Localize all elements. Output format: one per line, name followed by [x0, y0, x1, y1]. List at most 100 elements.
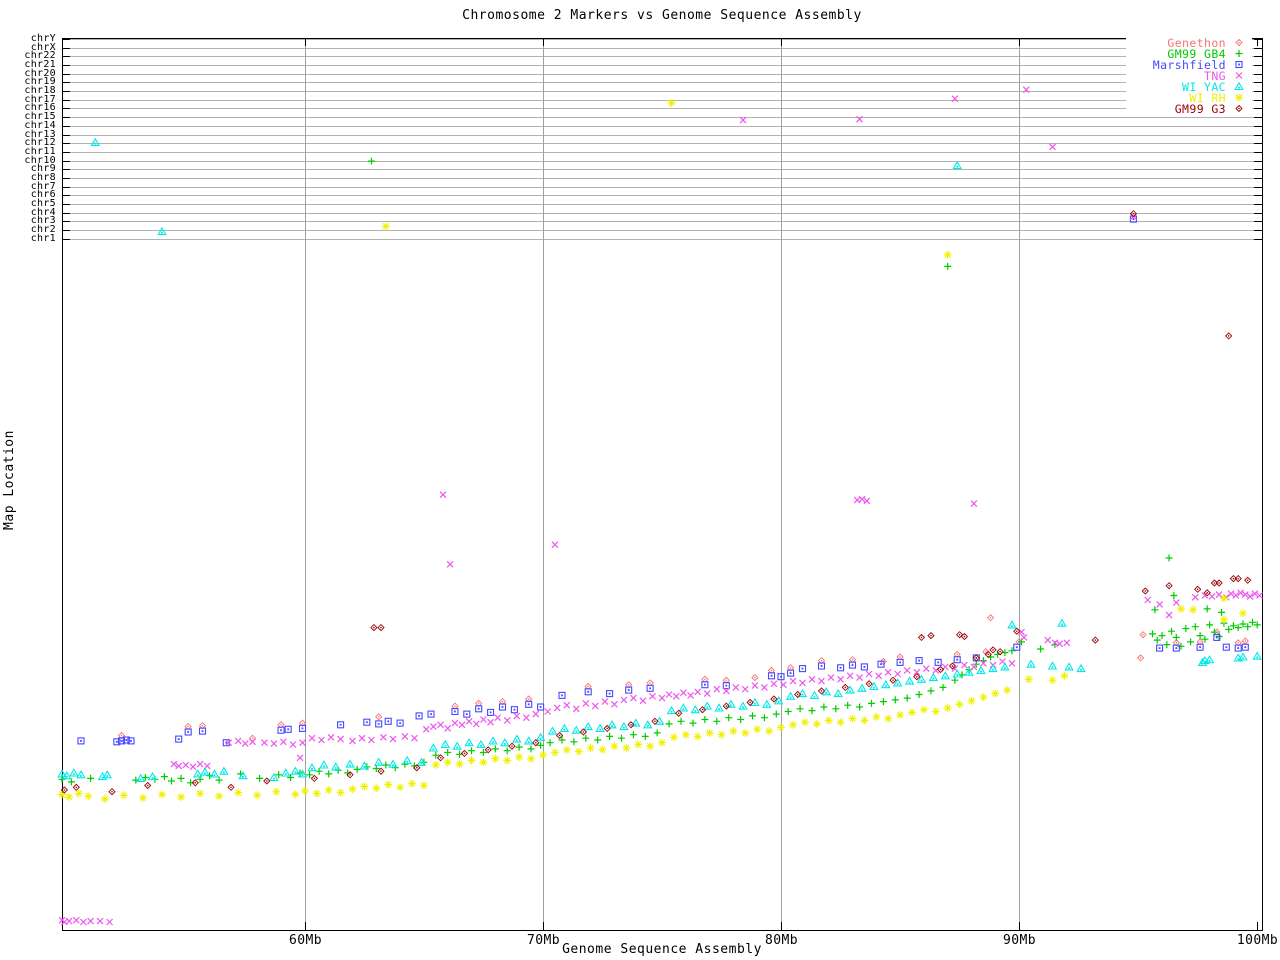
- data-point: [296, 754, 304, 762]
- data-point: [728, 726, 738, 736]
- data-point: [574, 747, 584, 757]
- data-point: [219, 767, 229, 775]
- data-point: [667, 706, 676, 715]
- data-point: [460, 749, 468, 757]
- data-point: [1026, 660, 1036, 668]
- data-point: [724, 713, 733, 722]
- data-point: [1000, 662, 1010, 671]
- data-point: [466, 755, 477, 766]
- data-point: [464, 738, 474, 747]
- data-point: [300, 786, 310, 796]
- data-point: [233, 788, 243, 798]
- y-tick-label-chr3: chr3: [30, 215, 56, 226]
- data-point: [760, 713, 769, 722]
- data-point: [319, 760, 329, 769]
- data-point: [1036, 644, 1045, 654]
- y-tick-label-chr10: chr10: [24, 155, 56, 166]
- data-point: [586, 743, 596, 753]
- data-point: [664, 719, 674, 729]
- data-point: [478, 757, 488, 767]
- legend-label: GM99 G3: [1174, 101, 1226, 116]
- data-point: [643, 720, 653, 729]
- data-point: [476, 740, 486, 749]
- data-point: [1181, 624, 1190, 633]
- data-point: [883, 714, 893, 724]
- data-point: [1225, 332, 1233, 340]
- data-point: [324, 769, 333, 779]
- data-point: [609, 741, 619, 751]
- data-point: [620, 696, 628, 704]
- data-point: [808, 675, 816, 683]
- data-point: [694, 688, 702, 696]
- series-tng: [58, 86, 1264, 926]
- data-point: [1227, 590, 1235, 598]
- data-point: [807, 706, 817, 715]
- data-point: [1139, 631, 1147, 639]
- data-point: [860, 663, 868, 671]
- data-point: [263, 777, 271, 785]
- data-point: [1048, 661, 1057, 670]
- data-point: [487, 708, 495, 716]
- data-point: [881, 680, 891, 689]
- data-point: [690, 705, 700, 714]
- data-point: [1195, 631, 1205, 640]
- data-point: [1144, 596, 1152, 604]
- legend-entry-tng: TNG: [1126, 69, 1252, 83]
- y-tick-label-chrY: chrY: [30, 33, 56, 44]
- data-point: [284, 725, 292, 733]
- data-point: [348, 737, 357, 745]
- data-point: [1169, 591, 1179, 600]
- data-point: [419, 780, 429, 791]
- data-point: [69, 768, 79, 777]
- data-point: [1252, 652, 1262, 660]
- data-point: [490, 754, 500, 764]
- data-point: [800, 717, 810, 727]
- data-point: [215, 775, 224, 785]
- data-point: [252, 790, 262, 800]
- data-point: [658, 694, 666, 702]
- data-point: [100, 794, 110, 804]
- data-point: [526, 754, 536, 764]
- data-point: [503, 716, 511, 725]
- data-point: [633, 739, 643, 750]
- data-point: [1244, 576, 1252, 584]
- data-point: [1191, 593, 1199, 601]
- data-point: [740, 728, 750, 738]
- data-point: [317, 736, 326, 744]
- data-point: [401, 732, 409, 741]
- data-point: [669, 732, 679, 742]
- x-tick-label-70: 70Mb: [527, 933, 560, 948]
- data-point: [388, 759, 398, 768]
- data-point: [1167, 627, 1176, 636]
- data-point: [716, 730, 727, 740]
- data-point: [463, 710, 471, 718]
- y-tick-label-chr17: chr17: [24, 94, 56, 105]
- data-point: [86, 917, 95, 925]
- data-point: [857, 684, 867, 692]
- data-point: [347, 784, 358, 794]
- data-point: [336, 788, 346, 798]
- data-point: [738, 701, 748, 710]
- data-point: [429, 743, 438, 752]
- legend-entry-gm99-g3: GM99 G3: [1126, 101, 1252, 116]
- data-point: [551, 541, 559, 549]
- data-point: [512, 734, 522, 743]
- data-point: [607, 720, 617, 729]
- data-point: [855, 702, 864, 712]
- y-tick-label-chr20: chr20: [24, 68, 56, 79]
- data-point: [1076, 664, 1086, 673]
- data-point: [271, 787, 281, 797]
- data-point: [653, 728, 662, 738]
- data-point: [310, 774, 318, 782]
- data-point: [1044, 636, 1052, 644]
- data-point: [176, 774, 186, 783]
- data-point: [686, 691, 695, 700]
- data-point: [487, 718, 495, 726]
- data-point: [458, 721, 466, 729]
- data-point: [581, 734, 590, 743]
- data-point: [713, 685, 721, 693]
- data-point: [522, 714, 530, 722]
- data-point: [105, 918, 114, 926]
- legend-marker-icon: [1226, 37, 1252, 48]
- data-point: [175, 735, 183, 743]
